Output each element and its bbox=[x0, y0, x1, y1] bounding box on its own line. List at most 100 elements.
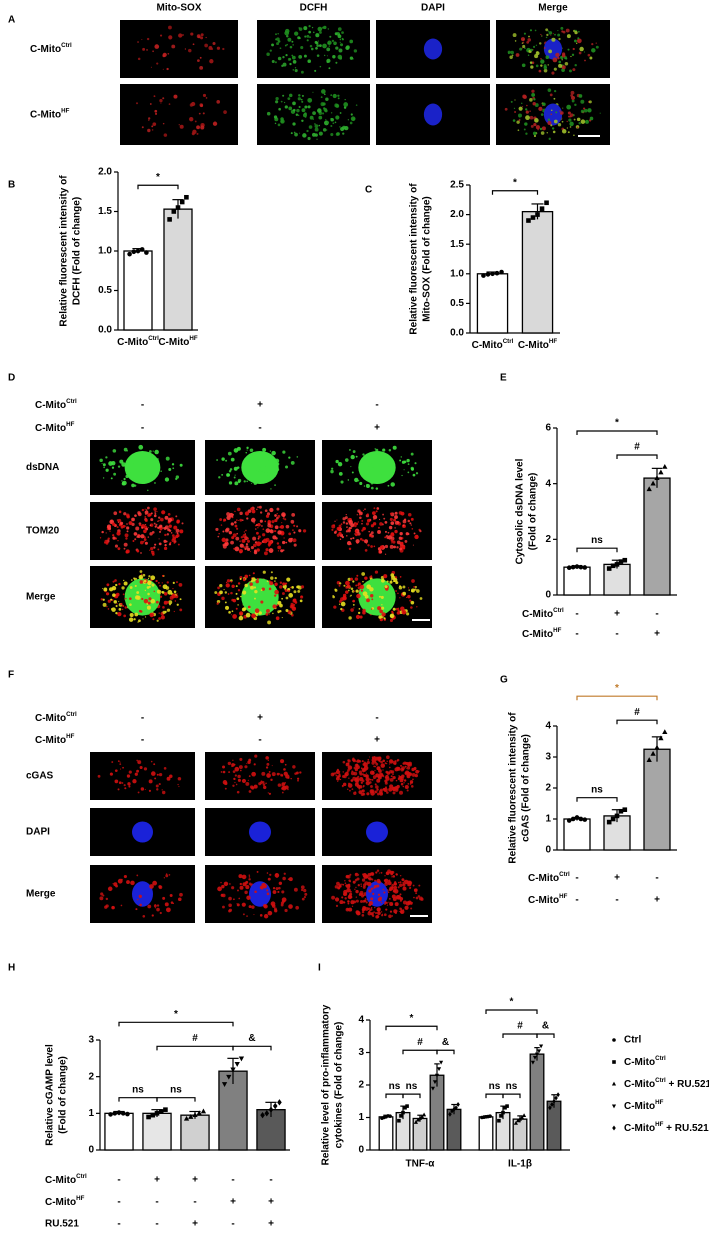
cell-signal bbox=[518, 106, 523, 111]
cell-signal bbox=[171, 44, 176, 49]
cell-signal bbox=[228, 481, 233, 485]
cell-signal bbox=[409, 783, 412, 785]
cell-signal bbox=[348, 520, 353, 525]
cell-signal bbox=[553, 119, 558, 124]
cell-signal bbox=[119, 761, 121, 763]
cell-signal bbox=[410, 785, 414, 788]
cell-signal bbox=[222, 905, 225, 909]
cell-signal bbox=[271, 59, 275, 63]
cell-signal bbox=[146, 49, 148, 51]
cell-signal bbox=[526, 41, 530, 44]
cell-signal bbox=[156, 62, 159, 65]
cell-signal bbox=[355, 455, 358, 458]
cell-signal bbox=[530, 65, 534, 69]
cell-signal bbox=[376, 788, 379, 791]
significance-label: ns bbox=[170, 1084, 182, 1095]
cell-signal bbox=[290, 461, 295, 465]
cell-signal bbox=[510, 100, 513, 103]
cell-signal bbox=[149, 450, 152, 453]
cell-signal bbox=[270, 488, 272, 490]
cell-signal bbox=[300, 46, 304, 50]
cell-signal bbox=[292, 538, 297, 543]
cell-signal bbox=[389, 544, 394, 549]
cell-signal bbox=[147, 513, 151, 517]
cell-signal bbox=[358, 607, 361, 610]
cell-signal bbox=[339, 538, 342, 541]
cell-signal bbox=[246, 915, 248, 917]
cell-signal bbox=[362, 792, 366, 796]
condition-label-base: C-Mito bbox=[528, 895, 559, 906]
cell-signal bbox=[402, 886, 407, 891]
data-point bbox=[439, 1060, 444, 1065]
cell-signal bbox=[334, 32, 338, 36]
cell-signal bbox=[238, 897, 241, 900]
cell-signal bbox=[353, 607, 355, 609]
cell-signal bbox=[134, 772, 138, 776]
cell-signal bbox=[595, 45, 599, 49]
bar bbox=[529, 1053, 545, 1151]
cell-signal bbox=[335, 774, 338, 777]
cell-signal bbox=[212, 121, 218, 126]
condition-label-sup: Ctrl bbox=[76, 1173, 87, 1180]
cell-signal bbox=[405, 901, 411, 906]
cell-signal bbox=[583, 51, 586, 53]
cell-signal bbox=[356, 759, 360, 763]
condition-sign: - bbox=[141, 423, 144, 434]
cell-signal bbox=[157, 581, 160, 584]
cell-signal bbox=[314, 127, 319, 132]
cell-signal bbox=[529, 110, 531, 112]
cell-signal bbox=[126, 774, 131, 778]
data-point bbox=[515, 1118, 521, 1123]
legend-label: C-MitoHF + RU.521 bbox=[624, 1121, 709, 1134]
cell-signal bbox=[300, 888, 304, 892]
cell-signal bbox=[575, 42, 578, 45]
cell-signal bbox=[375, 785, 379, 789]
cell-signal bbox=[404, 539, 408, 543]
cell-signal bbox=[250, 517, 256, 523]
cell-signal bbox=[286, 43, 288, 46]
cell-signal bbox=[336, 132, 340, 136]
nucleus bbox=[366, 821, 388, 843]
cell-signal bbox=[339, 112, 342, 114]
data-point bbox=[403, 1105, 407, 1110]
cell-signal bbox=[271, 772, 276, 777]
cell-signal bbox=[257, 537, 260, 540]
cell-signal bbox=[332, 55, 336, 59]
legend-label-sup: HF bbox=[655, 1121, 663, 1128]
cell-signal bbox=[543, 65, 548, 70]
data-point bbox=[610, 816, 616, 822]
data-point bbox=[399, 1114, 403, 1118]
cell-signal bbox=[275, 33, 277, 36]
cell-signal bbox=[376, 869, 380, 872]
cell-signal bbox=[212, 42, 216, 46]
y-axis-label: DCFH (Fold of change) bbox=[72, 197, 83, 305]
cell-signal bbox=[231, 536, 235, 540]
cell-signal bbox=[239, 769, 242, 772]
cell-signal bbox=[177, 776, 182, 781]
cell-signal bbox=[109, 587, 114, 592]
cell-signal bbox=[170, 532, 173, 534]
cell-signal bbox=[366, 899, 368, 901]
cell-signal bbox=[242, 607, 247, 611]
cell-signal bbox=[268, 530, 271, 533]
cell-signal bbox=[330, 125, 333, 128]
cell-signal bbox=[345, 513, 347, 516]
cell-signal bbox=[284, 785, 289, 790]
cell-signal bbox=[293, 131, 296, 134]
cell-signal bbox=[273, 594, 277, 597]
cell-signal bbox=[292, 60, 297, 64]
cell-signal bbox=[291, 55, 296, 60]
cell-signal bbox=[122, 604, 125, 607]
cell-signal bbox=[370, 575, 373, 578]
cell-signal bbox=[314, 123, 316, 125]
cell-signal bbox=[354, 888, 356, 890]
cell-signal bbox=[541, 126, 546, 131]
condition-label-sup: HF bbox=[66, 733, 74, 740]
cell-signal bbox=[377, 606, 382, 611]
cell-signal bbox=[268, 587, 272, 591]
cell-signal bbox=[224, 601, 227, 604]
cell-signal bbox=[337, 27, 342, 31]
cell-signal bbox=[390, 872, 393, 876]
cell-signal bbox=[277, 40, 281, 43]
significance-label: & bbox=[542, 1021, 549, 1032]
